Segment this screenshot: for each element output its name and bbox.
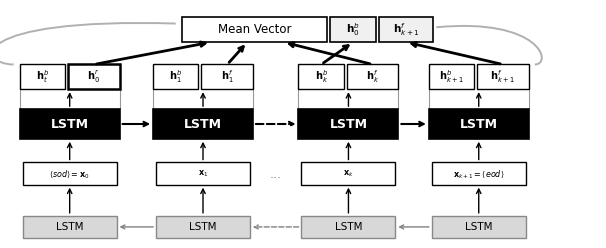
Bar: [431, 216, 526, 238]
Bar: [19, 109, 120, 139]
Text: $\mathbf{h}^f_{1}$: $\mathbf{h}^f_{1}$: [221, 68, 233, 85]
Text: ...: ...: [270, 168, 282, 181]
Bar: [301, 216, 395, 238]
Bar: [153, 109, 253, 139]
Bar: [201, 64, 253, 89]
Bar: [68, 64, 120, 89]
Text: $\mathbf{x}_k$: $\mathbf{x}_k$: [343, 168, 354, 179]
Bar: [20, 64, 65, 89]
Bar: [347, 64, 398, 89]
Bar: [298, 109, 399, 139]
Bar: [478, 64, 528, 89]
Text: LSTM: LSTM: [330, 118, 367, 130]
Bar: [330, 17, 376, 42]
Bar: [156, 162, 250, 185]
Text: $\mathbf{h}^b_{k}$: $\mathbf{h}^b_{k}$: [315, 68, 328, 85]
Text: $\mathbf{h}^f_{k+1}$: $\mathbf{h}^f_{k+1}$: [490, 68, 516, 85]
Text: Mean Vector: Mean Vector: [218, 23, 291, 36]
Bar: [299, 64, 344, 89]
Text: $\mathbf{h}^r_{0}$: $\mathbf{h}^r_{0}$: [87, 69, 101, 85]
Text: $\mathbf{h}^b_{k+1}$: $\mathbf{h}^b_{k+1}$: [439, 68, 464, 85]
Text: LSTM: LSTM: [184, 118, 222, 130]
Text: LSTM: LSTM: [189, 222, 217, 232]
Bar: [429, 109, 528, 139]
Bar: [429, 64, 474, 89]
Bar: [182, 17, 327, 42]
Bar: [379, 17, 433, 42]
Text: LSTM: LSTM: [51, 118, 88, 130]
Bar: [23, 162, 116, 185]
Text: LSTM: LSTM: [460, 118, 498, 130]
Bar: [431, 162, 526, 185]
Bar: [156, 216, 250, 238]
Text: LSTM: LSTM: [56, 222, 84, 232]
Text: $\langle sod\rangle = \mathbf{x}_0$: $\langle sod\rangle = \mathbf{x}_0$: [49, 168, 90, 180]
Text: $\mathbf{h}^b_{t}$: $\mathbf{h}^b_{t}$: [36, 68, 49, 85]
Bar: [23, 216, 116, 238]
Bar: [301, 162, 395, 185]
Text: $\mathbf{h}^f_{k}$: $\mathbf{h}^f_{k}$: [366, 68, 379, 85]
Text: $\mathbf{x}_1$: $\mathbf{x}_1$: [198, 168, 208, 179]
Bar: [153, 64, 199, 89]
Text: $\mathbf{h}^b_{1}$: $\mathbf{h}^b_{1}$: [169, 68, 182, 85]
Text: $\mathbf{h}^f_{k+1}$: $\mathbf{h}^f_{k+1}$: [393, 21, 419, 38]
Text: $\mathbf{h}^b_{0}$: $\mathbf{h}^b_{0}$: [346, 21, 360, 38]
Text: LSTM: LSTM: [465, 222, 493, 232]
Text: LSTM: LSTM: [335, 222, 362, 232]
Text: $\mathbf{x}_{k+1}=\langle eod\rangle$: $\mathbf{x}_{k+1}=\langle eod\rangle$: [453, 168, 504, 180]
